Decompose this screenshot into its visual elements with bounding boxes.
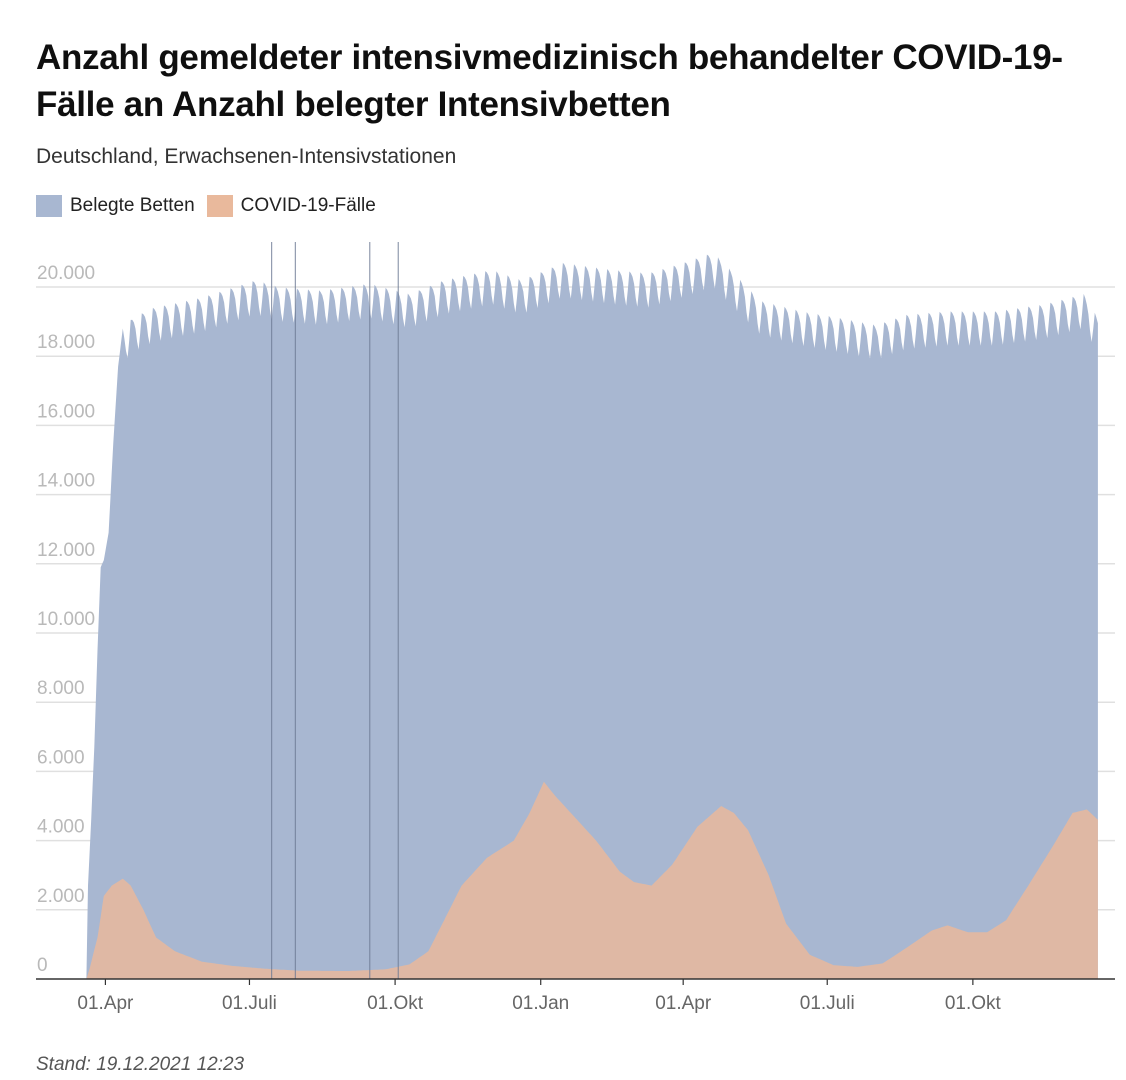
legend-item-covid: COVID-19-Fälle bbox=[206, 195, 376, 217]
y-tick-label: 14.000 bbox=[37, 471, 95, 492]
legend-label-covid: COVID-19-Fälle bbox=[240, 195, 376, 216]
y-tick-label: 12.000 bbox=[37, 540, 95, 561]
x-tick-label: 01.Okt bbox=[945, 993, 1002, 1014]
y-tick-label: 10.000 bbox=[37, 609, 95, 630]
timestamp-footer: Stand: 19.12.2021 12:23 bbox=[36, 1054, 245, 1075]
x-tick-label: 01.Apr bbox=[655, 993, 712, 1014]
y-tick-label: 8.000 bbox=[37, 678, 85, 699]
x-tick-label: 01.Apr bbox=[77, 993, 134, 1014]
y-tick-label: 0 bbox=[37, 955, 48, 976]
y-tick-label: 2.000 bbox=[37, 886, 85, 907]
y-tick-label: 6.000 bbox=[37, 747, 85, 768]
vertical-markers bbox=[271, 242, 399, 979]
legend-label-beds: Belegte Betten bbox=[70, 195, 195, 216]
chart-subtitle: Deutschland, Erwachsenen-Intensivstation… bbox=[36, 145, 457, 168]
legend-item-beds: Belegte Betten bbox=[36, 195, 195, 217]
legend-swatch-beds bbox=[36, 195, 62, 217]
x-axis: 01.Apr 01.Juli 01.Okt 01.Jan 01.Apr 01.Juli 01… bbox=[36, 978, 1115, 1014]
legend: Belegte Betten COVID-19-Fälle bbox=[36, 195, 388, 217]
legend-swatch-covid bbox=[206, 195, 233, 217]
y-axis-ticks: 20.000 18.000 16.000 14.000 12.000 10.000 8.00… bbox=[37, 263, 95, 976]
area-belegte-betten bbox=[86, 254, 1098, 980]
y-tick-label: 16.000 bbox=[37, 401, 95, 422]
y-tick-label: 20.000 bbox=[37, 263, 95, 284]
x-tick-label: 01.Okt bbox=[367, 993, 424, 1014]
chart-title: Anzahl gemeldeter intensivmedizinisch be… bbox=[36, 38, 1063, 124]
chart-areas bbox=[86, 254, 1098, 980]
x-tick-label: 01.Juli bbox=[800, 993, 855, 1014]
area-covid-faelle bbox=[86, 781, 1098, 979]
y-tick-label: 4.000 bbox=[37, 817, 85, 838]
x-tick-label: 01.Juli bbox=[222, 993, 277, 1014]
y-tick-label: 18.000 bbox=[37, 332, 95, 353]
x-tick-label: 01.Jan bbox=[512, 993, 569, 1014]
